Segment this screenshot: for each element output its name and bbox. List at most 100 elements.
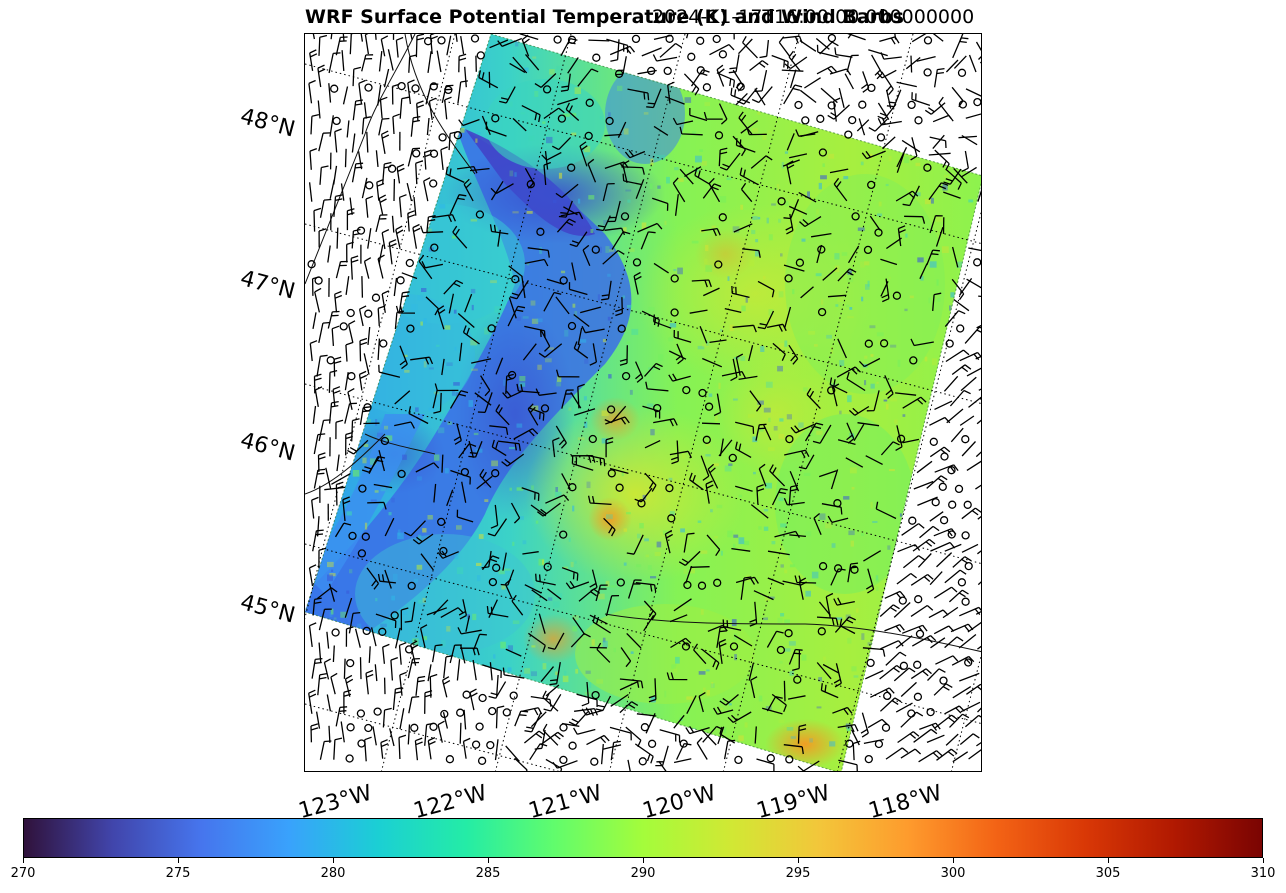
calm-wind-circle bbox=[687, 52, 696, 61]
wind-barb bbox=[902, 555, 925, 569]
wind-barb bbox=[343, 689, 352, 714]
calm-wind-circle bbox=[557, 114, 567, 123]
calm-wind-circle bbox=[437, 517, 446, 527]
calm-wind-circle bbox=[559, 723, 568, 732]
calm-wind-circle bbox=[818, 148, 828, 157]
wind-barb bbox=[349, 34, 354, 55]
calm-wind-circle bbox=[390, 611, 399, 620]
wind-barb bbox=[560, 73, 571, 92]
calm-wind-circle bbox=[734, 755, 743, 765]
wind-barb bbox=[771, 487, 788, 506]
wind-barb bbox=[735, 576, 759, 585]
wind-barb bbox=[423, 149, 433, 170]
wind-barb bbox=[398, 642, 407, 665]
wind-barb bbox=[766, 695, 783, 712]
wind-barb bbox=[707, 463, 719, 489]
wind-barb bbox=[531, 589, 548, 602]
calm-wind-circle bbox=[471, 740, 481, 749]
calm-wind-circle bbox=[356, 709, 366, 718]
wind-barb bbox=[317, 672, 328, 696]
wind-barb bbox=[404, 601, 416, 623]
wind-barb bbox=[810, 232, 832, 238]
wind-barb bbox=[571, 456, 594, 471]
calm-wind-circle bbox=[881, 723, 891, 732]
wind-barb bbox=[771, 693, 787, 713]
calm-wind-circle bbox=[681, 642, 691, 651]
colorbar-tick-mark bbox=[332, 858, 334, 863]
wind-barb bbox=[708, 177, 721, 203]
calm-wind-circle bbox=[913, 692, 923, 701]
wind-barb bbox=[976, 324, 981, 329]
wind-barb bbox=[713, 706, 734, 715]
wind-barb bbox=[540, 666, 555, 683]
calm-wind-circle bbox=[477, 756, 487, 765]
wind-barb bbox=[538, 613, 546, 634]
wind-barb bbox=[523, 730, 546, 744]
wind-barb bbox=[750, 504, 769, 519]
wind-barb bbox=[316, 516, 320, 537]
wind-barb bbox=[789, 69, 797, 89]
wind-barb bbox=[693, 643, 707, 665]
wind-barb bbox=[788, 344, 799, 365]
wind-barb bbox=[481, 555, 500, 571]
wind-barb bbox=[313, 373, 322, 394]
calm-wind-circle bbox=[364, 83, 373, 92]
wind-barb bbox=[733, 634, 753, 647]
wind-barb bbox=[586, 734, 610, 746]
wind-barb bbox=[522, 551, 539, 555]
wind-barb bbox=[527, 247, 550, 258]
calm-wind-circle bbox=[957, 68, 967, 77]
wind-barbs bbox=[307, 34, 981, 771]
wind-barb bbox=[313, 433, 326, 455]
calm-wind-circle bbox=[964, 561, 973, 571]
wind-barb bbox=[959, 278, 973, 296]
wind-barb bbox=[750, 155, 773, 169]
wind-barb bbox=[929, 416, 951, 426]
wind-barb bbox=[968, 54, 977, 73]
wind-barb bbox=[581, 325, 605, 334]
wind-barb bbox=[358, 370, 367, 391]
wind-barb bbox=[668, 350, 687, 360]
wind-barb bbox=[415, 34, 425, 58]
wind-barb bbox=[910, 338, 934, 347]
calm-wind-circle bbox=[404, 645, 414, 654]
wind-barb bbox=[653, 418, 678, 427]
calm-wind-circle bbox=[945, 339, 954, 348]
wind-barb bbox=[458, 53, 467, 73]
wind-barb bbox=[335, 706, 348, 727]
calm-wind-circle bbox=[411, 84, 420, 93]
wind-barb bbox=[902, 185, 920, 207]
wind-barb bbox=[797, 760, 820, 771]
wind-barb bbox=[702, 357, 723, 368]
calm-wind-circle bbox=[914, 595, 923, 604]
wind-barb bbox=[436, 50, 442, 73]
wind-barb bbox=[525, 53, 540, 71]
wind-barb bbox=[749, 60, 769, 72]
wind-barb bbox=[833, 663, 842, 688]
wind-barb bbox=[486, 606, 509, 618]
wind-barb bbox=[308, 182, 313, 202]
wind-barb bbox=[383, 68, 390, 88]
wind-barb bbox=[672, 177, 686, 203]
calm-wind-circle bbox=[931, 498, 940, 507]
wind-barb bbox=[363, 257, 372, 279]
calm-wind-circle bbox=[405, 258, 414, 268]
wind-barb bbox=[345, 431, 353, 456]
wind-barb bbox=[414, 737, 423, 761]
wind-barb bbox=[434, 383, 459, 392]
wind-barb bbox=[839, 618, 856, 635]
wind-barb bbox=[336, 227, 339, 249]
wind-barb bbox=[733, 34, 735, 40]
wind-barb bbox=[516, 383, 540, 394]
wind-barb bbox=[977, 515, 981, 520]
wind-barb bbox=[694, 168, 711, 185]
wind-barb bbox=[679, 126, 703, 136]
wind-barb bbox=[934, 149, 950, 171]
wind-barb bbox=[456, 659, 461, 681]
wind-barb bbox=[886, 89, 902, 108]
wind-barb bbox=[880, 258, 898, 266]
wind-barb bbox=[522, 343, 537, 361]
calm-wind-circle bbox=[647, 739, 657, 748]
wind-barb bbox=[787, 695, 806, 700]
wind-barb bbox=[754, 88, 766, 106]
